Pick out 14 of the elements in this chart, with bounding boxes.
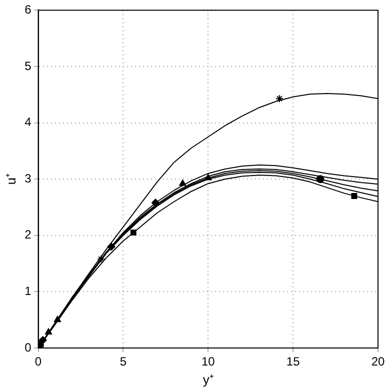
- y-tick-label: 3: [24, 171, 32, 186]
- y-axis-title: u⁺: [3, 173, 18, 185]
- x-tick-label: 5: [120, 354, 127, 369]
- y-tick-label: 6: [24, 2, 32, 17]
- x-axis-title: y⁺: [202, 372, 214, 387]
- y-tick-label: 0: [24, 340, 32, 354]
- x-tick-label: 10: [201, 354, 216, 369]
- x-tick-label: 0: [34, 354, 42, 369]
- x-tick-label: 15: [286, 354, 300, 369]
- x-tick-label: 20: [371, 354, 385, 369]
- y-tick-label: 5: [24, 58, 32, 73]
- y-tick-label: 1: [24, 284, 32, 298]
- y-tick-label: 4: [24, 115, 32, 130]
- y-tick-label: 2: [24, 228, 32, 242]
